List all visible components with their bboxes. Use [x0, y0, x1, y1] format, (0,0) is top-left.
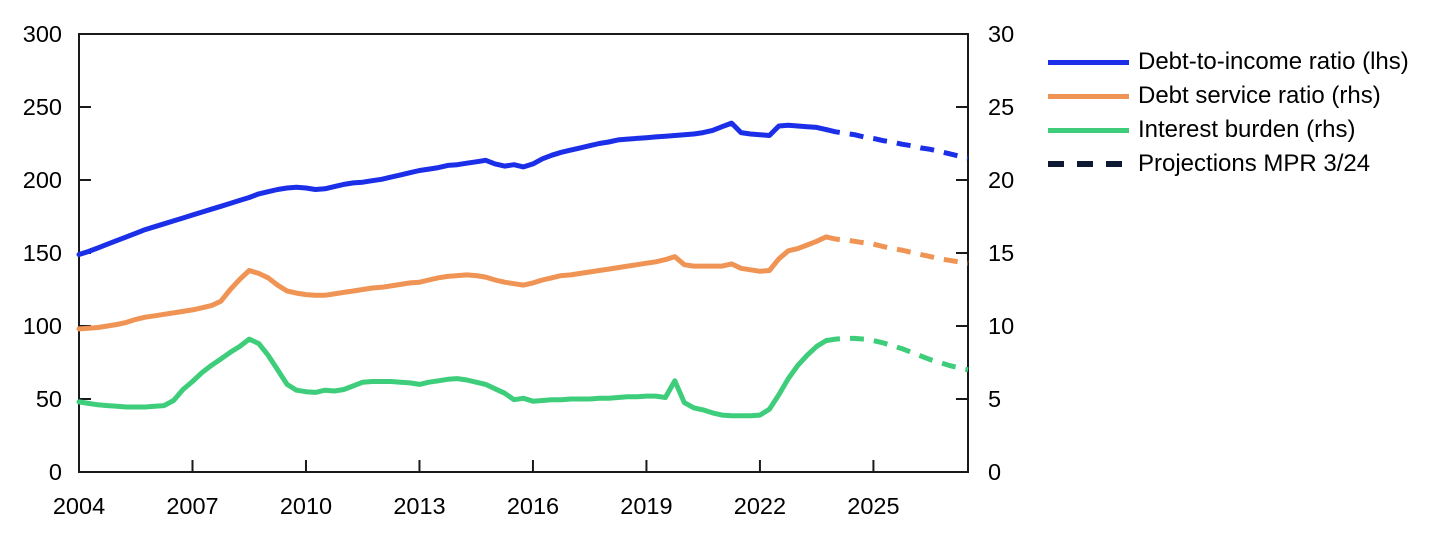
- right-axis-tick-label: 15: [988, 240, 1014, 266]
- legend-label: Projections MPR 3/24: [1138, 150, 1371, 177]
- left-axis-tick-label: 250: [23, 94, 62, 120]
- right-axis-tick-label: 20: [988, 167, 1014, 193]
- series-line-debt-to-income-ratio-lhs: [76, 120, 829, 257]
- legend-dash-swatch-navy: [1048, 161, 1129, 167]
- x-axis-tick-label: 2016: [507, 493, 559, 519]
- right-axis-tick-label: 0: [988, 459, 1001, 485]
- legend-label: Debt-to-income ratio (lhs): [1138, 48, 1409, 75]
- projection-line-debt-to-income-ratio-lhs: [825, 127, 969, 161]
- plot-border: [78, 33, 969, 473]
- left-axis-tick-label: 0: [49, 459, 62, 485]
- legend-line-swatch-blue: [1048, 59, 1129, 65]
- right-axis-tick-label: 10: [988, 313, 1014, 339]
- chart-legend: Debt-to-income ratio (lhs) Debt service …: [1048, 45, 1409, 181]
- x-axis-tick-label: 2025: [847, 493, 899, 519]
- series-line-debt-service-ratio-rhs: [76, 234, 829, 332]
- left-axis-tick-label: 150: [23, 240, 62, 266]
- x-axis-tick-label: 2007: [166, 493, 218, 519]
- projection-line-interest-burden-rhs: [825, 335, 969, 373]
- legend-line-swatch-green: [1048, 127, 1129, 133]
- right-axis-tick-label: 25: [988, 94, 1014, 120]
- x-axis-tick-label: 2022: [734, 493, 786, 519]
- legend-item-interest-burden: Interest burden (rhs): [1048, 113, 1409, 147]
- right-axis-tick-label: 30: [988, 21, 1014, 47]
- legend-line-swatch-orange: [1048, 93, 1129, 99]
- x-axis-tick-label: 2004: [53, 493, 105, 519]
- legend-label: Debt service ratio (rhs): [1138, 82, 1381, 109]
- x-axis-tick-label: 2013: [393, 493, 445, 519]
- legend-item-projections: Projections MPR 3/24: [1048, 147, 1409, 181]
- x-axis-tick-label: 2010: [280, 493, 332, 519]
- left-axis-tick-label: 100: [23, 313, 62, 339]
- legend-item-debt-to-income: Debt-to-income ratio (lhs): [1048, 45, 1409, 79]
- legend-label: Interest burden (rhs): [1138, 116, 1356, 143]
- left-axis-tick-label: 200: [23, 167, 62, 193]
- projection-line-debt-service-ratio-rhs: [825, 234, 969, 266]
- legend-item-debt-service: Debt service ratio (rhs): [1048, 79, 1409, 113]
- right-axis-tick-label: 5: [988, 386, 1001, 412]
- left-axis-tick-label: 50: [36, 386, 62, 412]
- x-axis-tick-label: 2019: [620, 493, 672, 519]
- left-axis-tick-label: 300: [23, 21, 62, 47]
- series-line-interest-burden-rhs: [76, 336, 829, 419]
